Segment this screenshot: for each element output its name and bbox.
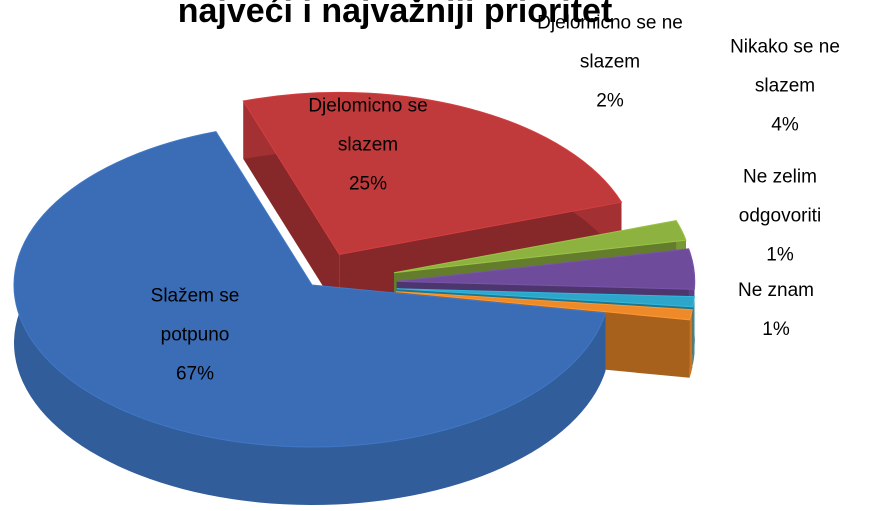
chart-title: najveći i najvažniji prioritet xyxy=(178,0,613,30)
slice xyxy=(396,291,693,321)
slice xyxy=(396,288,695,308)
value-label: 4% xyxy=(771,114,799,136)
slice-label: Djelomicno se ne slazem 2% xyxy=(530,4,690,121)
value-label: 67% xyxy=(175,363,215,385)
value-label: 1% xyxy=(766,244,794,266)
value-label: 25% xyxy=(348,173,388,195)
category-label: Ne znam xyxy=(737,280,815,301)
slice-side xyxy=(689,309,693,378)
slice-label: Ne zelim odgovoriti 1% xyxy=(710,158,850,275)
value-label: 2% xyxy=(596,90,624,112)
slice-side xyxy=(692,296,695,365)
category-label: Ne zelim odgovoriti xyxy=(738,166,822,227)
category-label: Nikako se ne slazem xyxy=(730,36,840,97)
slice-label: Ne znam 1% xyxy=(716,271,836,349)
slice xyxy=(13,131,607,448)
category-label: Slažem se potpuno xyxy=(150,285,240,346)
category-label: Djelomicno se ne slazem xyxy=(537,12,683,73)
slice-label: Djelomicno se slazem 25% xyxy=(283,87,453,204)
slice-label: Slažem se potpuno 67% xyxy=(128,277,263,394)
category-label: Djelomicno se slazem xyxy=(308,95,428,156)
slice-label: Nikako se ne slazem 4% xyxy=(715,28,855,145)
slice xyxy=(393,219,687,274)
slice xyxy=(242,91,623,255)
value-label: 1% xyxy=(762,319,790,340)
slice xyxy=(396,248,696,290)
